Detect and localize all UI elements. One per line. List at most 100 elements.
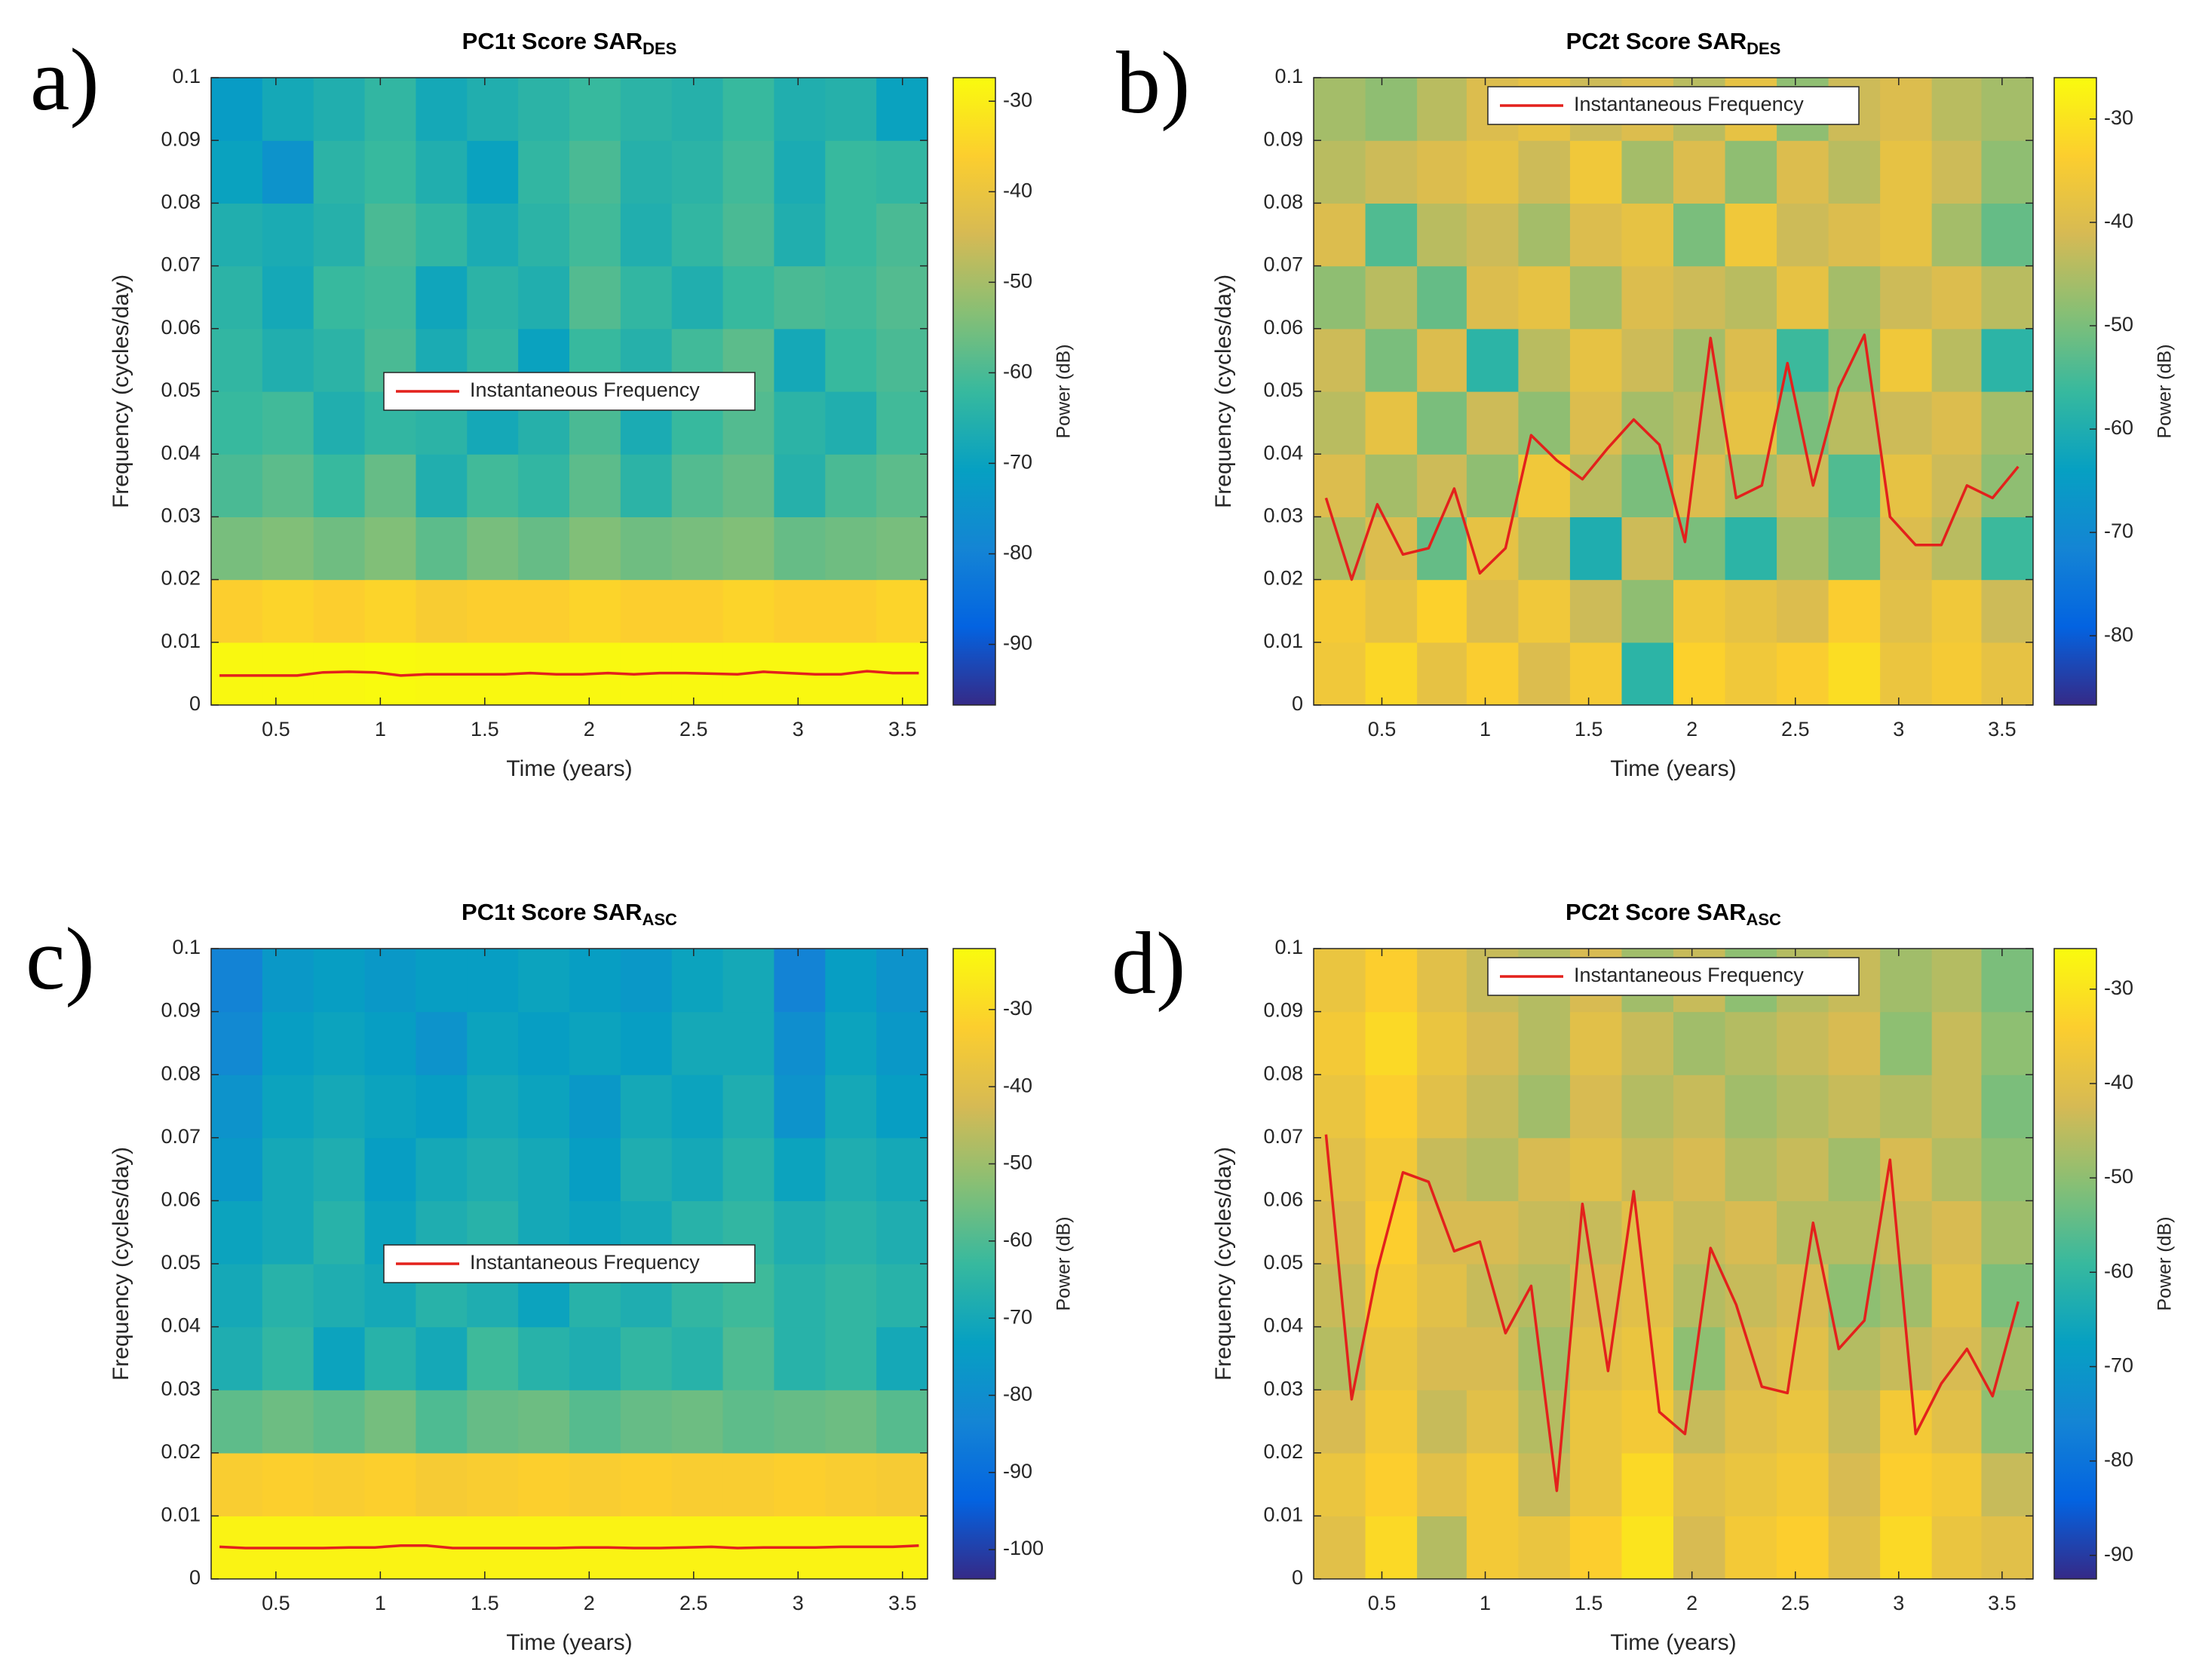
heatmap-cell	[262, 78, 314, 141]
heatmap-cell	[518, 1137, 570, 1201]
heatmap-cell	[825, 328, 877, 392]
heatmap-cell	[1569, 391, 1623, 455]
heatmap-cell	[620, 517, 673, 581]
heatmap-cell	[722, 265, 775, 330]
heatmap-cell	[1314, 1011, 1366, 1075]
y-tick-label: 0.09	[161, 127, 201, 150]
heatmap-cell	[1417, 949, 1467, 1013]
heatmap-cell	[1621, 1200, 1674, 1265]
heatmap-cell	[569, 454, 621, 517]
heatmap-cell	[416, 454, 468, 517]
heatmap-cell	[364, 78, 417, 141]
y-tick-label: 0.07	[161, 253, 201, 276]
heatmap-cell	[774, 140, 826, 204]
chart-title: PC1t Score SARASC	[462, 899, 677, 929]
heatmap-cell	[1621, 1326, 1674, 1390]
y-tick-label: 0.08	[1263, 1062, 1303, 1084]
heatmap-cell	[313, 1390, 366, 1454]
x-tick-label: 3	[1893, 718, 1904, 740]
heatmap-cell	[774, 328, 826, 392]
heatmap-cell	[1365, 265, 1418, 330]
heatmap-cell	[825, 140, 877, 204]
y-tick-label: 0.1	[172, 65, 201, 87]
heatmap-cell	[876, 1326, 928, 1390]
heatmap-cell	[825, 78, 877, 141]
heatmap-cell	[1365, 579, 1418, 643]
colorbar-tick-label: -40	[2104, 1071, 2133, 1093]
heatmap-cell	[1314, 454, 1366, 517]
heatmap-cell	[1466, 1011, 1519, 1075]
heatmap-cell	[1777, 517, 1829, 581]
heatmap-cell	[211, 1390, 263, 1454]
y-tick-label: 0.09	[1263, 127, 1303, 150]
heatmap-cell	[1880, 517, 1933, 581]
heatmap-cell	[1466, 454, 1519, 517]
x-axis-label: Time (years)	[506, 1630, 632, 1655]
x-axis-label: Time (years)	[506, 756, 632, 781]
y-tick-label: 0.01	[1263, 1504, 1303, 1526]
heatmap-cell	[1931, 391, 1983, 455]
x-tick-label: 1.5	[1575, 718, 1603, 740]
heatmap-cell	[671, 949, 724, 1013]
title-subscript: ASC	[1747, 910, 1782, 929]
heatmap-cell	[620, 454, 673, 517]
heatmap-cell	[1880, 203, 1933, 267]
colorbar-tick-label: -100	[1003, 1537, 1044, 1559]
heatmap-cell	[1673, 1264, 1726, 1328]
heatmap-cell	[876, 949, 928, 1013]
heatmap-cell	[1931, 949, 1983, 1013]
heatmap-cell	[1931, 1452, 1983, 1516]
heatmap-cell	[1828, 517, 1881, 581]
heatmap-cell	[1880, 1264, 1933, 1328]
heatmap-cell	[1466, 391, 1519, 455]
heatmap-cell	[671, 265, 724, 330]
heatmap-cell	[1931, 265, 1983, 330]
heatmap-cell	[313, 203, 366, 267]
heatmap-cell	[1569, 203, 1623, 267]
heatmap-cell	[671, 1452, 724, 1516]
heatmap-cell	[1466, 1137, 1519, 1201]
heatmap-cell	[1518, 1326, 1571, 1390]
heatmap-cell	[1466, 1200, 1519, 1265]
heatmap-cell	[876, 203, 928, 267]
heatmap-cell	[569, 1075, 621, 1139]
legend: Instantaneous Frequency	[383, 372, 756, 411]
heatmap-cell	[1518, 391, 1571, 455]
heatmap-cell	[1777, 328, 1829, 392]
heatmap-cell	[876, 78, 928, 141]
colorbar-label: Power (dB)	[1053, 344, 1075, 438]
title-text: PC1t Score SAR	[462, 899, 642, 925]
heatmap-cell	[467, 203, 519, 267]
y-tick-label: 0.04	[161, 441, 201, 464]
heatmap-cell	[1777, 642, 1829, 705]
heatmap-cell	[620, 1075, 673, 1139]
heatmap-cell	[211, 949, 263, 1013]
y-tick-label: 0.07	[161, 1125, 201, 1148]
x-tick-label: 0.5	[262, 718, 290, 740]
heatmap-cell	[1417, 78, 1467, 141]
heatmap-cell	[671, 140, 724, 204]
heatmap-cell	[262, 1264, 314, 1328]
heatmap-cell	[1725, 642, 1777, 705]
heatmap-cell	[1466, 1075, 1519, 1139]
y-tick-label: 0.04	[1263, 441, 1303, 464]
heatmap-cell	[722, 1137, 775, 1201]
heatmap-cell	[262, 1326, 314, 1390]
heatmap-cell	[313, 140, 366, 204]
heatmap	[211, 78, 928, 705]
heatmap-cell	[467, 1011, 519, 1075]
heatmap-cell	[1981, 1075, 2033, 1139]
heatmap-cell	[1518, 265, 1571, 330]
heatmap-cell	[1880, 78, 1933, 141]
x-tick-label: 2.5	[679, 1592, 708, 1614]
heatmap-cell	[722, 579, 775, 643]
heatmap-cell	[518, 517, 570, 581]
y-tick-label: 0.07	[1263, 1125, 1303, 1148]
legend: Instantaneous Frequency	[1487, 86, 1860, 125]
heatmap-cell	[1981, 140, 2033, 204]
panel-label: a)	[30, 30, 100, 129]
colorbar-tick-label: -90	[2104, 1543, 2133, 1565]
heatmap-cell	[774, 78, 826, 141]
y-tick-label: 0.03	[1263, 504, 1303, 527]
heatmap-cell	[1725, 1075, 1777, 1139]
